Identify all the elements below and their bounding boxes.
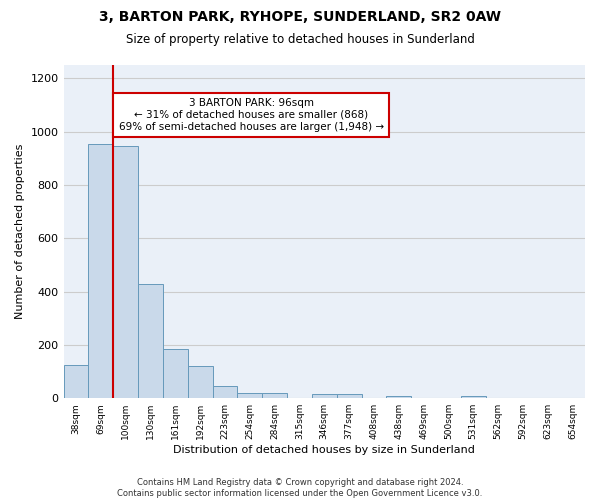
- Bar: [461, 396, 485, 398]
- Text: Size of property relative to detached houses in Sunderland: Size of property relative to detached ho…: [125, 32, 475, 46]
- Text: Contains HM Land Registry data © Crown copyright and database right 2024.
Contai: Contains HM Land Registry data © Crown c…: [118, 478, 482, 498]
- Bar: [238, 393, 262, 398]
- Text: 3 BARTON PARK: 96sqm
← 31% of detached houses are smaller (868)
69% of semi-deta: 3 BARTON PARK: 96sqm ← 31% of detached h…: [119, 98, 384, 132]
- Bar: [337, 394, 362, 398]
- Bar: [88, 144, 113, 398]
- Y-axis label: Number of detached properties: Number of detached properties: [15, 144, 25, 320]
- Bar: [138, 284, 163, 398]
- Text: 3, BARTON PARK, RYHOPE, SUNDERLAND, SR2 0AW: 3, BARTON PARK, RYHOPE, SUNDERLAND, SR2 …: [99, 10, 501, 24]
- Bar: [163, 349, 188, 398]
- Bar: [64, 365, 88, 398]
- Bar: [386, 396, 411, 398]
- Bar: [212, 386, 238, 398]
- Bar: [188, 366, 212, 398]
- Bar: [312, 394, 337, 398]
- Bar: [262, 393, 287, 398]
- Bar: [113, 146, 138, 398]
- X-axis label: Distribution of detached houses by size in Sunderland: Distribution of detached houses by size …: [173, 445, 475, 455]
